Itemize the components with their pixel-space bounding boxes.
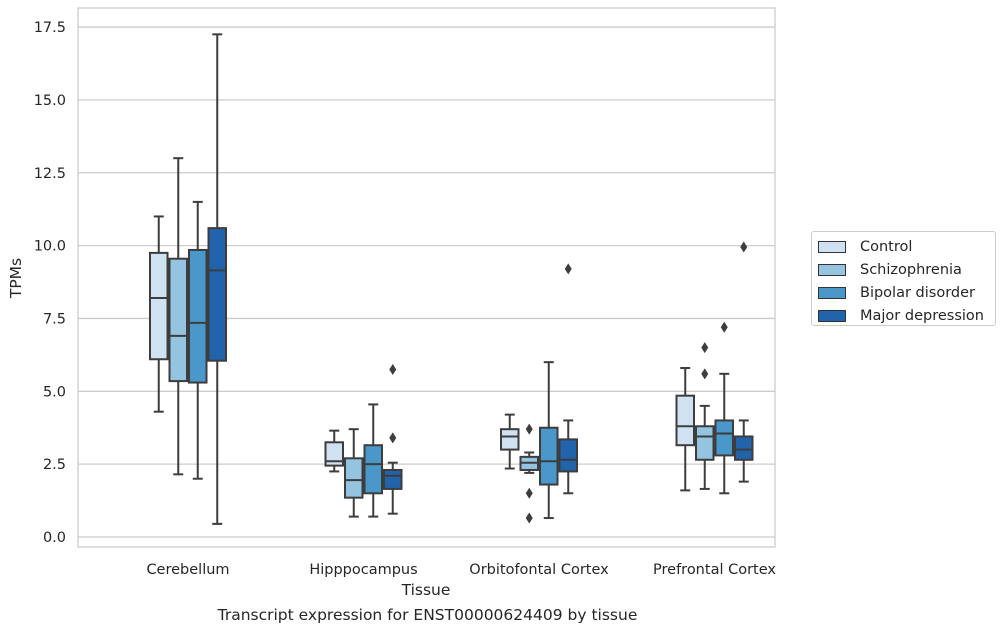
y-tick-label: 10.0 — [34, 239, 66, 255]
iqr-box — [168, 257, 188, 383]
iqr-box — [675, 394, 695, 447]
outlier-point — [564, 263, 572, 275]
legend-item: Control — [818, 235, 995, 258]
outlier-point — [525, 487, 533, 499]
outlier-point — [525, 512, 533, 524]
iqr-box — [149, 251, 169, 361]
box-0-2 — [500, 413, 520, 470]
legend-item: Major depression — [818, 304, 995, 327]
box-0-1 — [324, 429, 344, 473]
box-1-0 — [168, 157, 188, 476]
y-tick-label: 17.5 — [34, 20, 66, 36]
y-axis-label: TPMs — [7, 258, 25, 299]
outlier-point — [720, 321, 728, 333]
y-tick-label: 15.0 — [34, 93, 66, 109]
legend-label: Major depression — [860, 307, 984, 324]
box-1-1 — [344, 428, 364, 518]
box-2-1 — [363, 403, 383, 518]
y-tick-label: 7.5 — [43, 311, 66, 327]
x-tick-label: Hipppocampus — [309, 562, 417, 578]
iqr-box — [383, 468, 403, 490]
iqr-box — [714, 419, 734, 457]
iqr-box — [558, 438, 578, 473]
box-2-0 — [188, 200, 208, 480]
legend-swatch — [818, 240, 846, 253]
y-tick-label: 0.0 — [43, 530, 66, 546]
iqr-box — [207, 227, 227, 362]
box-1-3 — [695, 342, 715, 490]
legend-swatch — [818, 263, 846, 276]
box-3-1 — [383, 363, 403, 515]
x-tick-label: Orbitofontal Cortex — [469, 562, 609, 578]
x-tick-label: Cerebellum — [146, 562, 229, 578]
iqr-box — [344, 457, 364, 499]
outlier-point — [525, 423, 533, 435]
plot-frame — [77, 7, 776, 548]
legend-swatch — [818, 286, 846, 299]
iqr-box — [500, 428, 520, 451]
outlier-point — [701, 342, 709, 354]
y-axis-ticks: 0.0 2.5 5.0 7.5 10.0 12.5 15.0 17.5 — [34, 20, 66, 546]
x-axis-label: Tissue — [401, 581, 451, 599]
box-0-3 — [675, 366, 695, 492]
box-3-3 — [734, 241, 754, 483]
y-tick-label: 5.0 — [43, 384, 66, 400]
box-0-0 — [149, 215, 169, 413]
outlier-point — [740, 241, 748, 253]
legend-label: Control — [860, 238, 913, 255]
chart-caption: Transcript expression for ENST0000062440… — [217, 606, 638, 624]
legend-swatch — [818, 309, 846, 322]
iqr-box — [539, 426, 559, 486]
x-axis-ticks: Cerebellum Hipppocampus Orbitofontal Corte… — [146, 562, 776, 578]
iqr-box — [695, 425, 715, 461]
box-2-2 — [539, 361, 559, 520]
y-tick-label: 12.5 — [34, 166, 66, 182]
box-3-0 — [207, 33, 227, 525]
outlier-point — [389, 432, 397, 444]
box-series — [149, 33, 754, 525]
iqr-box — [188, 248, 208, 384]
legend: Control Schizophrenia Bipolar disorder Majo… — [811, 231, 996, 326]
outlier-point — [701, 368, 709, 380]
iqr-box — [734, 435, 754, 461]
box-1-2 — [519, 423, 539, 524]
iqr-box — [363, 444, 383, 495]
legend-label: Bipolar disorder — [860, 284, 975, 301]
y-tick-label: 2.5 — [43, 457, 66, 473]
legend-item: Schizophrenia — [818, 258, 995, 281]
iqr-box — [324, 441, 344, 467]
box-2-3 — [714, 321, 734, 495]
x-tick-label: Prefrontal Cortex — [653, 562, 776, 578]
outlier-point — [389, 363, 397, 375]
legend-item: Bipolar disorder — [818, 281, 995, 304]
legend-label: Schizophrenia — [860, 261, 962, 278]
box-3-2 — [558, 263, 578, 495]
